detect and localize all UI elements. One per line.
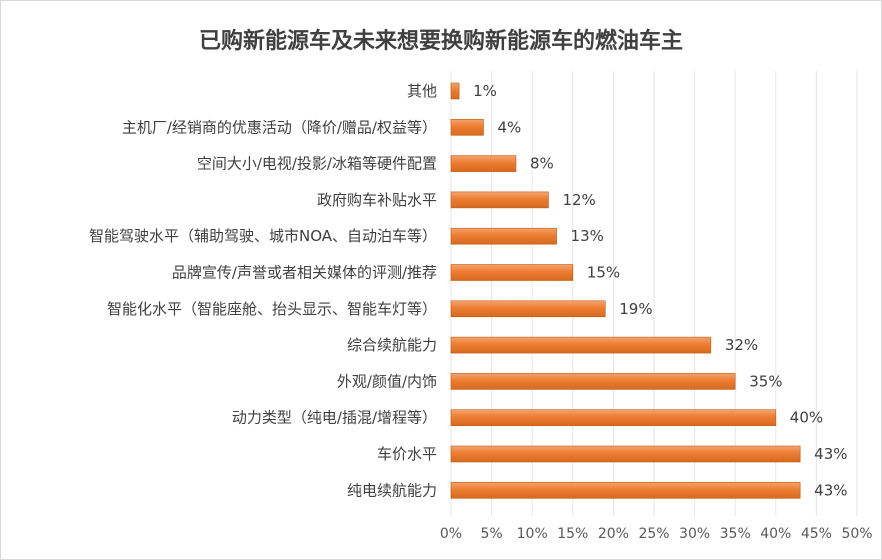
bar: [450, 445, 801, 463]
bar: [450, 155, 517, 172]
x-tick-label: 0%: [440, 526, 462, 542]
x-tick-label: 45%: [801, 526, 832, 542]
category-label: 智能化水平（智能座舱、抬头显示、智能车灯等）: [107, 300, 437, 318]
x-tick-label: 5%: [480, 526, 502, 542]
gridlines: [450, 71, 858, 516]
x-tick-label: 25%: [638, 526, 669, 542]
bar: [450, 227, 557, 245]
x-tick-label: 10%: [517, 526, 548, 542]
category-label: 智能驾驶水平（辅助驾驶、城市NOA、自动泊车等）: [89, 227, 437, 245]
category-label: 政府购车补贴水平: [317, 191, 437, 209]
x-tick-label: 30%: [679, 526, 710, 542]
category-label: 主机厂/经销商的优惠活动（降价/赠品/权益等）: [122, 118, 437, 136]
category-label: 外观/颜值/内饰: [337, 372, 437, 390]
bar: [450, 191, 549, 209]
value-label: 43%: [814, 445, 847, 463]
bar: [450, 336, 712, 354]
value-label: 15%: [587, 264, 620, 282]
value-label: 19%: [619, 300, 652, 318]
bar: [450, 481, 801, 499]
x-tick-label: 40%: [760, 526, 791, 542]
category-label: 品牌宣传/声誉或者相关媒体的评测/推荐: [172, 264, 437, 282]
category-label: 其他: [407, 82, 437, 100]
value-label: 40%: [790, 409, 823, 427]
bar: [450, 373, 736, 390]
bar: [450, 409, 777, 427]
category-label: 车价水平: [377, 445, 437, 463]
value-label: 35%: [749, 372, 782, 390]
value-label: 13%: [571, 227, 604, 245]
labels: 0% 5% 10% 15% 20% 25% 30% 35% 40% 45% 50% 其他 1% 主机厂/经…: [89, 82, 873, 542]
category-label: 综合续航能力: [347, 336, 437, 354]
category-label: 空间大小/电视/投影/冰箱等硬件配置: [197, 155, 437, 173]
category-label: 动力类型（纯电/插混/增程等）: [232, 409, 437, 427]
value-label: 4%: [497, 118, 521, 136]
bar: [450, 82, 460, 100]
value-label: 8%: [530, 155, 554, 173]
value-label: 43%: [814, 481, 847, 499]
x-tick-label: 20%: [598, 526, 629, 542]
bar: [450, 300, 606, 318]
x-tick-label: 50%: [841, 526, 872, 542]
value-label: 32%: [725, 336, 758, 354]
value-label: 1%: [473, 82, 497, 100]
x-tick-label: 15%: [557, 526, 588, 542]
bars: [450, 82, 801, 499]
value-label: 12%: [562, 191, 595, 209]
bar: [450, 119, 484, 136]
chart-title: 已购新能源车及未来想要换购新能源车的燃油车主: [198, 29, 683, 54]
x-tick-label: 35%: [720, 526, 751, 542]
bar: [450, 264, 574, 281]
category-label: 纯电续航能力: [347, 481, 437, 499]
